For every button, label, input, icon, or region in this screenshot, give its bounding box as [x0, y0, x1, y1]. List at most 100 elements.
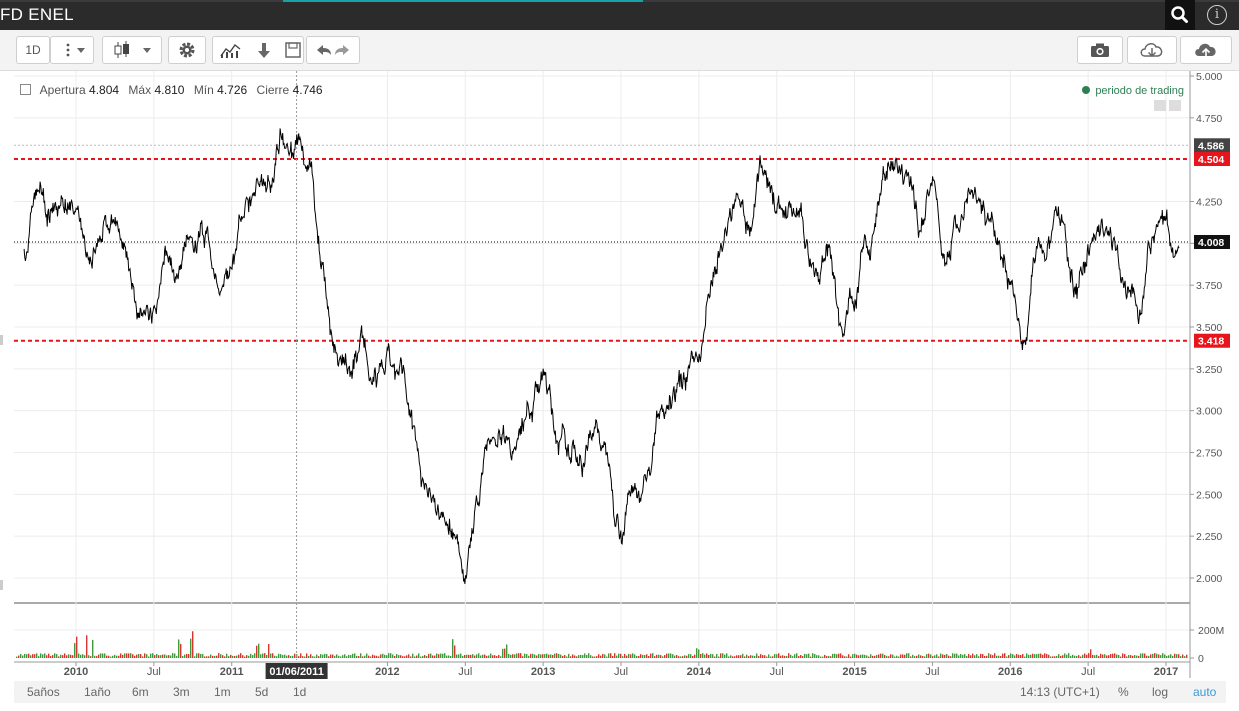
volume-bar — [394, 656, 396, 658]
volume-bar — [964, 654, 966, 658]
range-3m[interactable]: 3m — [173, 685, 190, 699]
volume-bar — [602, 653, 604, 658]
volume-bar — [996, 655, 998, 658]
chart-style-button[interactable] — [102, 36, 162, 64]
volume-bar — [64, 653, 66, 658]
volume-bar — [136, 654, 138, 658]
volume-bar — [804, 653, 806, 658]
volume-bar — [118, 655, 120, 658]
volume-bar — [404, 656, 406, 658]
snapshot-button[interactable] — [1077, 36, 1123, 64]
save-chart-button[interactable] — [1180, 36, 1232, 64]
price-label-text: 4.008 — [1198, 237, 1224, 249]
volume-bar — [1136, 655, 1138, 658]
volume-bar — [608, 653, 610, 658]
volume-bar — [936, 654, 938, 658]
x-tick-label: 2010 — [64, 666, 88, 678]
volume-bar — [540, 654, 542, 658]
chart-grid — [14, 71, 1190, 660]
range-1d[interactable]: 1d — [293, 685, 307, 699]
volume-bar — [822, 656, 824, 658]
studies-toolbar-group — [212, 36, 304, 64]
search-button[interactable] — [1165, 0, 1195, 30]
volume-bar — [770, 656, 772, 658]
volume-bar — [958, 655, 960, 658]
undo-redo-icon[interactable] — [309, 42, 357, 58]
price-label-box — [1194, 151, 1230, 166]
volume-bar — [454, 645, 456, 658]
volume-bar — [558, 653, 560, 658]
volume-bar — [868, 656, 870, 658]
volume-bar — [714, 656, 716, 658]
volume-bar — [902, 654, 904, 658]
volume-bar — [260, 654, 262, 658]
volume-bar — [340, 656, 342, 658]
info-small-icon[interactable] — [1154, 100, 1166, 111]
range-6m[interactable]: 6m — [132, 685, 149, 699]
load-chart-button[interactable] — [1127, 36, 1177, 64]
x-tick-label: 2017 — [1154, 666, 1178, 678]
volume-bar — [862, 654, 864, 658]
auto-toggle[interactable]: auto — [1193, 685, 1217, 699]
range-5d[interactable]: 5d — [255, 685, 269, 699]
volume-bar — [646, 654, 648, 658]
volume-bar — [212, 655, 214, 658]
log-toggle[interactable]: log — [1152, 685, 1169, 699]
volume-bar — [256, 645, 258, 658]
volume-bar — [750, 655, 752, 658]
collapse-legend-icon[interactable] — [20, 84, 31, 96]
volume-bar — [384, 654, 386, 658]
volume-bar — [674, 655, 676, 658]
volume-bar — [1162, 653, 1164, 658]
volume-bar — [324, 653, 326, 658]
range-1m[interactable]: 1m — [214, 685, 231, 699]
volume-bar — [794, 654, 796, 658]
range-5y[interactable]: 5años — [27, 685, 60, 699]
volume-bar — [626, 655, 628, 658]
x-tick-label: 2015 — [842, 666, 866, 678]
volume-bar — [184, 654, 186, 658]
volume-bar — [982, 654, 984, 658]
volume-bar — [1014, 655, 1016, 658]
volume-bar — [764, 655, 766, 658]
volume-bar — [634, 654, 636, 658]
volume-bar — [836, 654, 838, 658]
volume-bar — [986, 655, 988, 658]
volume-bar — [588, 653, 590, 658]
info-small-icon-2[interactable] — [1169, 100, 1181, 111]
y-tick-label: 3.000 — [1196, 406, 1222, 418]
volume-tick-label: 200M — [1198, 625, 1224, 637]
volume-bar — [70, 654, 72, 658]
undo-redo-group — [306, 36, 360, 64]
x-tick-label: 2012 — [375, 666, 399, 678]
volume-bar — [62, 655, 64, 658]
volume-bar — [192, 631, 194, 658]
volume-bar — [248, 655, 250, 658]
volume-bar — [530, 653, 532, 658]
indicators-icon[interactable] — [215, 40, 301, 60]
volume-bar — [196, 653, 198, 658]
volume-bar — [30, 655, 32, 658]
volume-bar — [500, 656, 502, 658]
volume-bar — [620, 653, 622, 658]
volume-bar — [574, 655, 576, 658]
percent-toggle[interactable]: % — [1118, 685, 1129, 699]
volume-bar — [58, 656, 60, 658]
interval-button[interactable]: 1D — [16, 36, 50, 64]
trading-period-indicator: periodo de trading — [1082, 85, 1184, 97]
info-icon[interactable]: i — [1207, 5, 1227, 25]
range-1y[interactable]: 1año — [84, 685, 111, 699]
volume-bar — [1164, 654, 1166, 658]
volume-bar — [300, 653, 302, 658]
settings-button[interactable] — [168, 36, 206, 64]
volume-bar — [1074, 655, 1076, 658]
volume-bar — [406, 655, 408, 658]
volume-bar — [448, 655, 450, 658]
volume-bar — [110, 656, 112, 658]
volume-bar — [274, 655, 276, 658]
volume-bar — [1114, 653, 1116, 658]
interval-menu-button[interactable] — [50, 36, 94, 64]
volume-bar — [926, 654, 928, 658]
volume-bar — [756, 653, 758, 658]
